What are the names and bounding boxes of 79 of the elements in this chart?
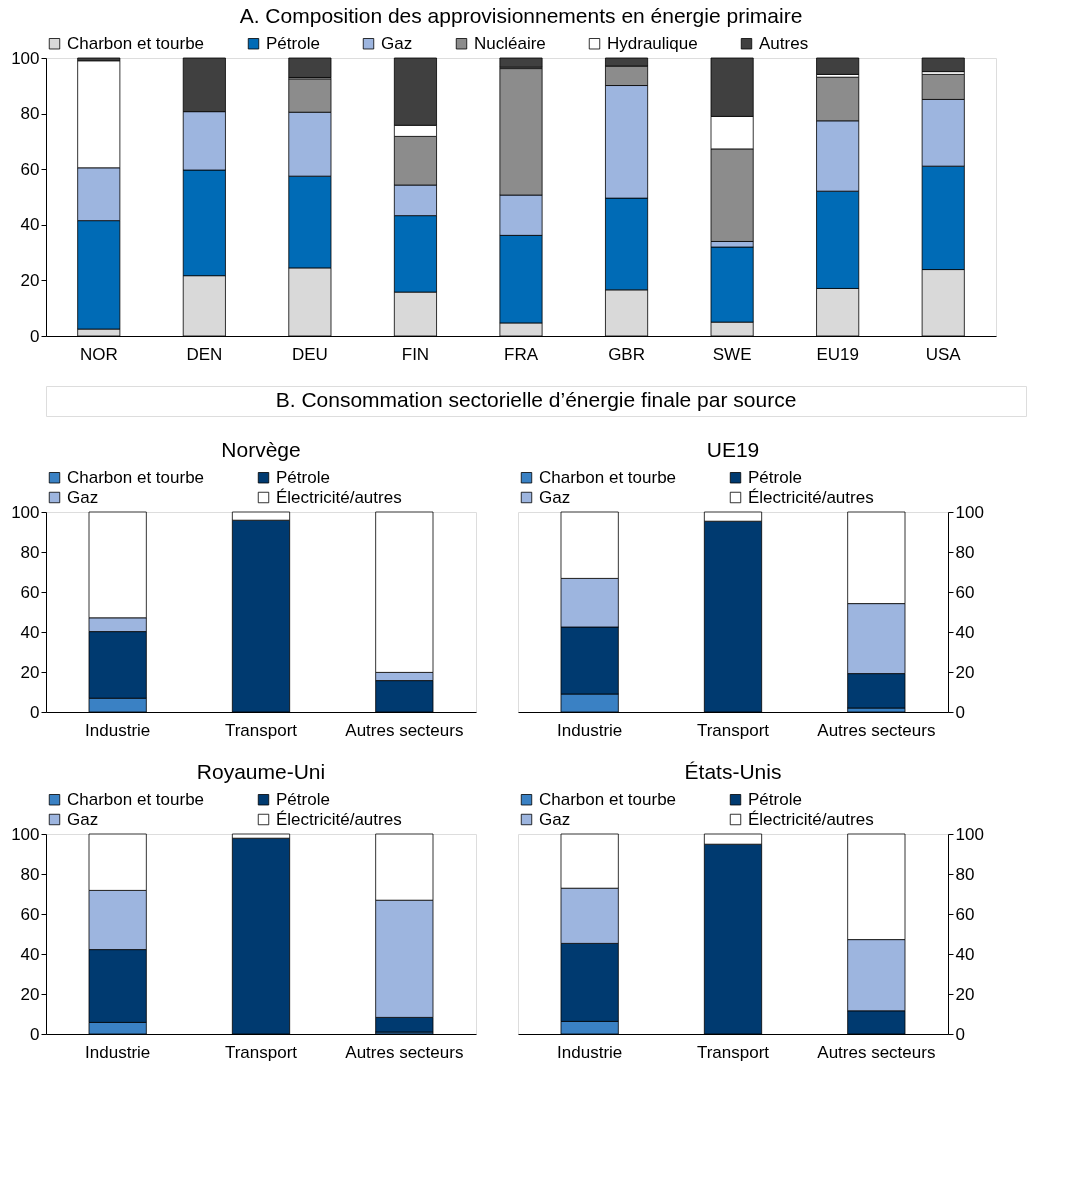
y2-tick-label: 0 <box>955 702 965 722</box>
y-tick-label: 60 <box>20 904 40 924</box>
legend-label: Gaz <box>381 33 413 53</box>
y-tick-label: 60 <box>20 582 40 602</box>
legend-label: Gaz <box>67 487 99 507</box>
y-tick-label: 20 <box>20 984 40 1004</box>
y-tick-label: 80 <box>20 104 40 124</box>
legend-label: Charbon et tourbe <box>67 467 205 487</box>
y-tick-label: 0 <box>30 1024 40 1044</box>
y-tick-label: 40 <box>20 944 40 964</box>
legend-label: Gaz <box>539 809 571 829</box>
x-tick-label: Industrie <box>557 1042 623 1062</box>
legend-label: Charbon et tourbe <box>539 789 677 809</box>
x-tick-label: EU19 <box>816 344 859 364</box>
chart-title: A. Composition des approvisionnements en énergie primaire <box>239 4 803 27</box>
y2-tick-label: 60 <box>955 582 975 602</box>
legend-label: Gaz <box>539 487 571 507</box>
legend-label: Pétrole <box>266 33 320 53</box>
legend-label: Nucléaire <box>474 33 546 53</box>
x-tick-label: FIN <box>401 344 430 364</box>
y2-tick-label: 100 <box>955 824 984 844</box>
legend-label: Pétrole <box>276 789 330 809</box>
y-tick-label: 100 <box>11 48 40 68</box>
x-tick-label: Industrie <box>85 720 151 740</box>
legend-label: Gaz <box>67 809 99 829</box>
x-tick-label: DEN <box>186 344 223 364</box>
chart-title: Norvège <box>221 438 301 461</box>
y-tick-label: 0 <box>30 702 40 722</box>
y-tick-label: 100 <box>11 502 40 522</box>
x-tick-label: Autres secteurs <box>345 1042 464 1062</box>
text: B. Consommation sectorielle d’énergie finale par source <box>275 388 797 411</box>
legend-label: Charbon et tourbe <box>67 789 205 809</box>
legend-label: Électricité/autres <box>748 809 874 829</box>
y-tick-label: 80 <box>20 864 40 884</box>
x-tick-label: Transport <box>224 720 298 740</box>
x-tick-label: Autres secteurs <box>345 720 464 740</box>
x-tick-label: Industrie <box>85 1042 151 1062</box>
y-tick-label: 20 <box>20 662 40 682</box>
x-tick-label: GBR <box>608 344 645 364</box>
x-tick-label: DEU <box>291 344 328 364</box>
chart-title: UE19 <box>706 438 760 461</box>
legend-label: Électricité/autres <box>748 487 874 507</box>
x-tick-label: Transport <box>224 1042 298 1062</box>
x-tick-label: Transport <box>696 720 770 740</box>
x-tick-label: SWE <box>712 344 752 364</box>
legend-label: Autres <box>759 33 809 53</box>
legend-label: Charbon et tourbe <box>67 33 205 53</box>
y-tick-label: 0 <box>30 326 40 346</box>
y2-tick-label: 60 <box>955 904 975 924</box>
chart-title: Royaume-Uni <box>196 760 326 783</box>
y-tick-label: 20 <box>20 270 40 290</box>
y-tick-label: 100 <box>11 824 40 844</box>
legend-label: Électricité/autres <box>276 487 402 507</box>
y2-tick-label: 80 <box>955 542 975 562</box>
legend-label: Électricité/autres <box>276 809 402 829</box>
legend-label: Pétrole <box>276 467 330 487</box>
y-tick-label: 40 <box>20 215 40 235</box>
x-tick-label: Transport <box>696 1042 770 1062</box>
x-tick-label: FRA <box>504 344 539 364</box>
chart-title: États-Unis <box>684 760 782 783</box>
y2-tick-label: 20 <box>955 662 975 682</box>
legend-label: Charbon et tourbe <box>539 467 677 487</box>
y2-tick-label: 0 <box>955 1024 965 1044</box>
y2-tick-label: 80 <box>955 864 975 884</box>
x-tick-label: Autres secteurs <box>817 720 936 740</box>
y2-tick-label: 20 <box>955 984 975 1004</box>
legend-label: Hydraulique <box>607 33 698 53</box>
y2-tick-label: 40 <box>955 622 975 642</box>
x-tick-label: USA <box>925 344 962 364</box>
x-tick-label: Industrie <box>557 720 623 740</box>
y-tick-label: 60 <box>20 159 40 179</box>
legend-label: Pétrole <box>748 789 802 809</box>
legend-label: Pétrole <box>748 467 802 487</box>
y2-tick-label: 40 <box>955 944 975 964</box>
y-tick-label: 40 <box>20 622 40 642</box>
y-tick-label: 80 <box>20 542 40 562</box>
y2-tick-label: 100 <box>955 502 984 522</box>
x-tick-label: NOR <box>79 344 118 364</box>
x-tick-label: Autres secteurs <box>817 1042 936 1062</box>
